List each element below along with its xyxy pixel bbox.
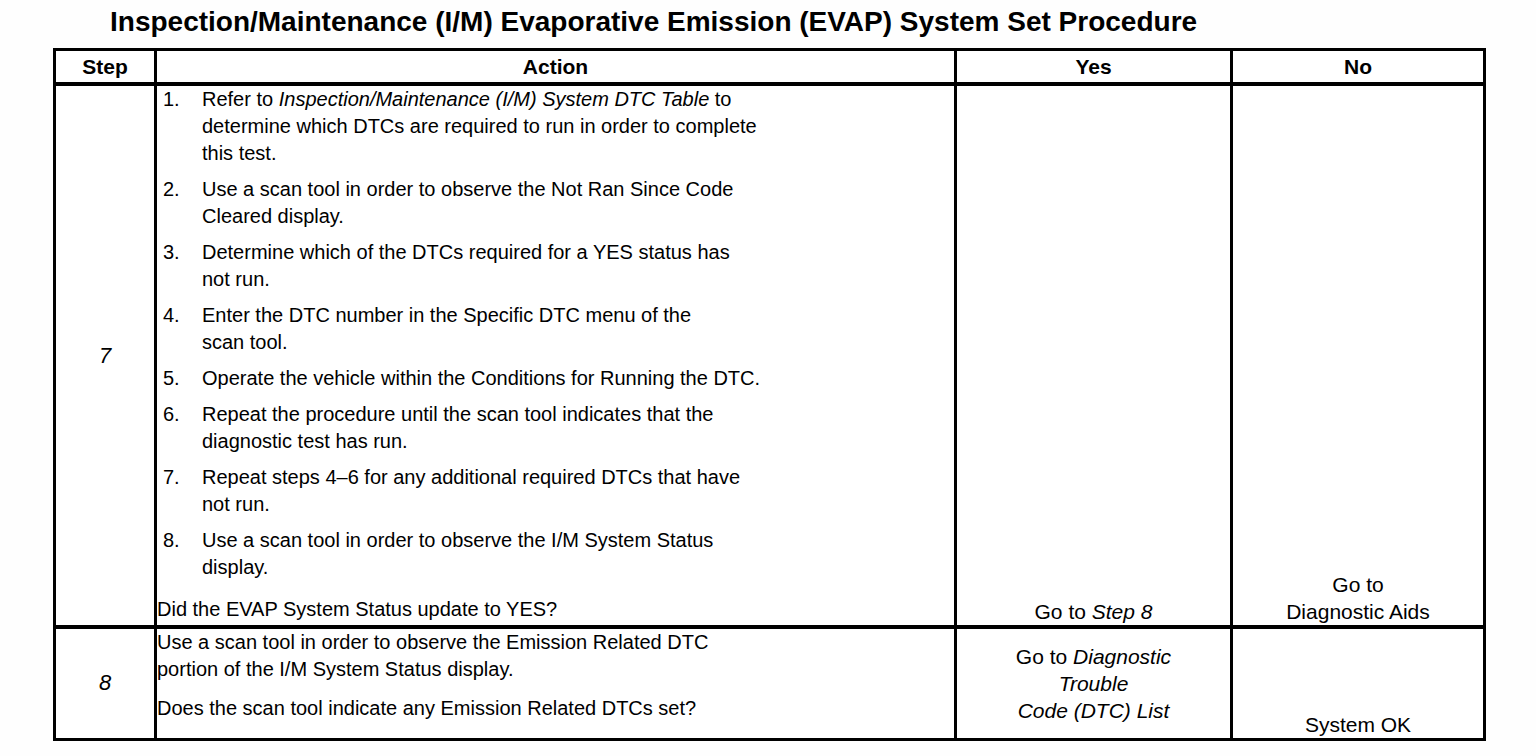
action-cell: 1. Refer to Inspection/Maintenance (I/M)… xyxy=(156,84,956,627)
list-item: 1. Refer to Inspection/Maintenance (I/M)… xyxy=(163,86,954,167)
action-question: Does the scan tool indicate any Emission… xyxy=(157,695,954,722)
table-row-step-7: 7 1. Refer to Inspection/Maintenance (I/… xyxy=(55,84,1485,627)
yes-cell: Go to Diagnostic Trouble Code (DTC) List xyxy=(956,627,1232,739)
yes-cell: Go to Step 8 xyxy=(956,84,1232,627)
list-item: 5. Operate the vehicle within the Condit… xyxy=(163,365,954,392)
page-title: Inspection/Maintenance (I/M) Evaporative… xyxy=(110,6,1197,38)
numbered-action-list: 1. Refer to Inspection/Maintenance (I/M)… xyxy=(163,86,954,590)
scanned-document-page: Inspection/Maintenance (I/M) Evaporative… xyxy=(0,0,1536,756)
column-header-no: No xyxy=(1232,50,1485,85)
no-cell: Go to Diagnostic Aids xyxy=(1232,84,1485,627)
column-header-step: Step xyxy=(55,50,156,85)
header-row: Step Action Yes No xyxy=(55,50,1485,85)
list-item: 6. Repeat the procedure until the scan t… xyxy=(163,401,954,455)
list-item: 8. Use a scan tool in order to observe t… xyxy=(163,527,954,581)
no-cell: System OK xyxy=(1232,627,1485,739)
list-item: 2. Use a scan tool in order to observe t… xyxy=(163,176,954,230)
column-header-yes: Yes xyxy=(956,50,1232,85)
list-item: 4. Enter the DTC number in the Specific … xyxy=(163,302,954,356)
list-item: 7. Repeat steps 4–6 for any additional r… xyxy=(163,464,954,518)
step-number: 7 xyxy=(55,84,156,627)
list-item: 3. Determine which of the DTCs required … xyxy=(163,239,954,293)
procedure-table: Step Action Yes No 7 1. Refer to Inspect… xyxy=(53,48,1486,741)
action-paragraph: Use a scan tool in order to observe the … xyxy=(157,629,954,683)
step-number: 8 xyxy=(55,627,156,739)
action-cell: Use a scan tool in order to observe the … xyxy=(156,627,956,739)
column-header-action: Action xyxy=(156,50,956,85)
action-question: Did the EVAP System Status update to YES… xyxy=(157,590,954,623)
table-row-step-8: 8 Use a scan tool in order to observe th… xyxy=(55,627,1485,739)
